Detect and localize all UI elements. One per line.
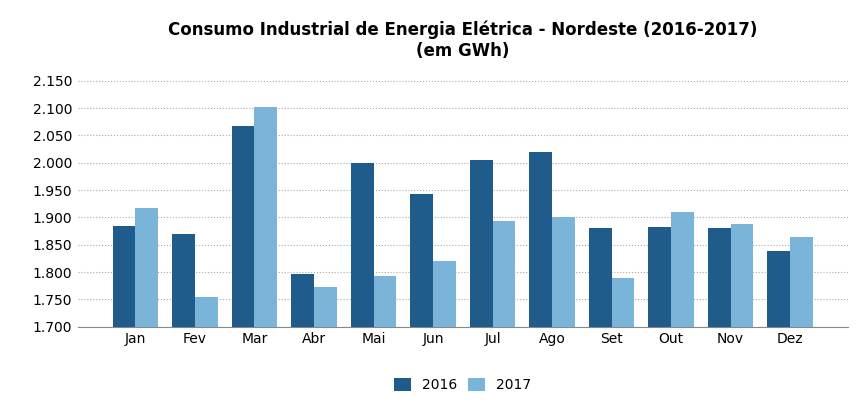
Bar [492,221,516,419]
Bar [195,297,218,419]
Bar [649,227,671,419]
Bar [172,234,195,419]
Bar [767,251,790,419]
Bar [708,228,731,419]
Bar [589,228,612,419]
Bar [314,287,336,419]
Bar [112,226,136,419]
Bar [136,207,158,419]
Bar [529,152,552,419]
Title: Consumo Industrial de Energia Elétrica - Nordeste (2016-2017)
(em GWh): Consumo Industrial de Energia Elétrica -… [168,21,758,60]
Bar [470,160,492,419]
Legend: 2016, 2017: 2016, 2017 [388,373,537,398]
Bar [790,237,813,419]
Bar [552,217,574,419]
Bar [292,274,314,419]
Bar [351,163,374,419]
Bar [731,224,753,419]
Bar [374,276,396,419]
Bar [671,212,694,419]
Bar [232,126,254,419]
Bar [612,278,634,419]
Bar [433,261,456,419]
Bar [410,194,433,419]
Bar [254,107,277,419]
